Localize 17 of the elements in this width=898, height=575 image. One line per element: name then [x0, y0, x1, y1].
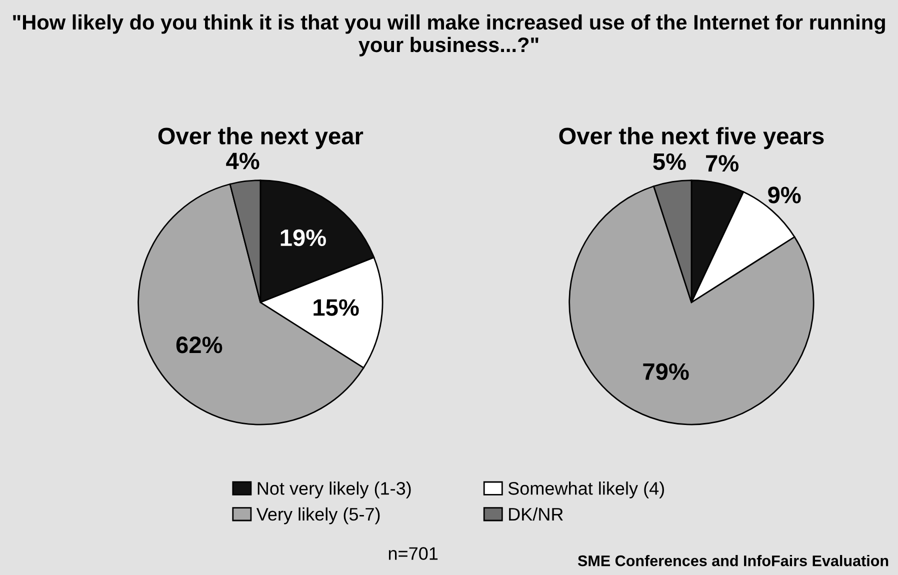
data-label: 79%	[643, 363, 689, 380]
legend-label: Very likely (5-7)	[256, 507, 380, 524]
legend-label: Somewhat likely (4)	[508, 482, 664, 498]
data-label: 7%	[706, 155, 739, 172]
text: SME Conferences and InfoFairs Evaluation	[578, 555, 888, 566]
legend-label: Not very likely (1-3)	[258, 482, 411, 498]
data-label: 19%	[280, 229, 326, 246]
data-label: 15%	[314, 299, 359, 316]
chart-title: Over the next five years	[559, 127, 824, 150]
chart-title: Over the next year	[158, 127, 364, 150]
data-label: 9%	[768, 186, 801, 204]
data-label: 5%	[653, 153, 686, 170]
text: "How likely do you think it is that you will make increased use of the Internet for running your business...?"	[13, 14, 885, 56]
text: n=701	[388, 547, 438, 560]
data-label: 4%	[226, 152, 260, 170]
legend-label: DK/NR	[509, 507, 563, 521]
data-label: 62%	[176, 336, 222, 354]
